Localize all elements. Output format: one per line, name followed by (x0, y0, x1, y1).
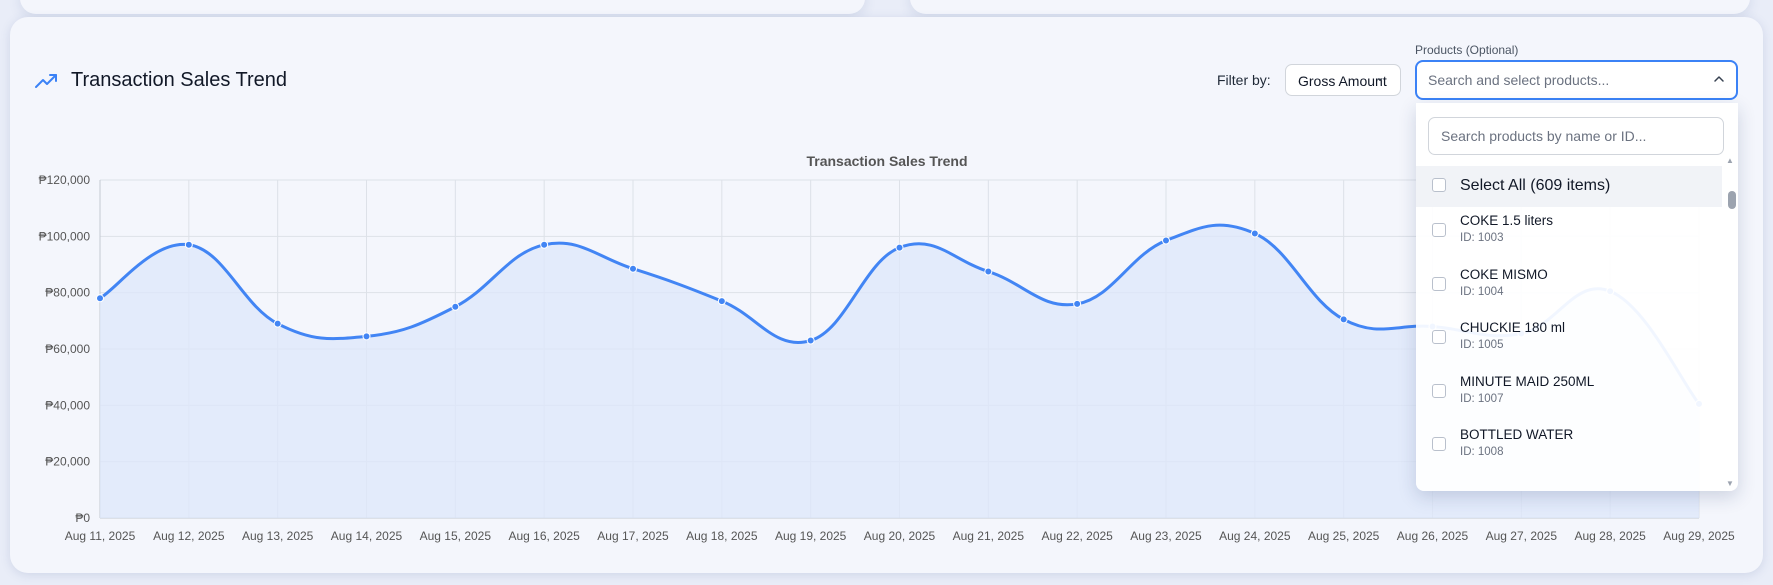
x-tick-label: Aug 19, 2025 (775, 529, 847, 543)
product-id: ID: 1003 (1460, 232, 1504, 244)
y-tick-label: ₱100,000 (39, 229, 91, 243)
product-checkbox[interactable] (1432, 276, 1446, 291)
top-card-right (910, 0, 1750, 14)
product-checkbox[interactable] (1432, 330, 1446, 344)
products-select-placeholder: Search and select products... (1428, 72, 1610, 88)
dropdown-scrollbar[interactable] (1724, 163, 1736, 481)
x-tick-label: Aug 13, 2025 (242, 529, 314, 543)
x-tick-label: Aug 29, 2025 (1663, 529, 1735, 543)
filter-select[interactable]: Gross Amount (1285, 64, 1401, 96)
data-point (895, 243, 904, 252)
data-point (717, 297, 726, 306)
chevron-down-icon: ⌄ (1375, 70, 1386, 84)
x-tick-label: Aug 12, 2025 (153, 529, 225, 543)
product-option[interactable]: COKE MISMO ID: 1004 (1416, 261, 1722, 315)
x-tick-label: Aug 22, 2025 (1041, 529, 1113, 543)
data-point (1339, 315, 1348, 324)
x-tick-label: Aug 17, 2025 (597, 529, 669, 543)
data-point (362, 332, 371, 341)
product-option[interactable]: BOTTLED WATER ID: 1008 (1416, 421, 1722, 475)
chart-title: Transaction Sales Trend (806, 153, 967, 169)
product-name: COKE MISMO (1460, 266, 1548, 282)
product-name: CHUCKIE 180 ml (1460, 320, 1566, 335)
product-search-input[interactable]: Search products by name or ID... (1428, 117, 1724, 155)
x-tick-label: Aug 11, 2025 (65, 529, 136, 543)
x-tick-label: Aug 20, 2025 (864, 529, 936, 543)
x-tick-label: Aug 28, 2025 (1574, 529, 1646, 543)
product-name: MINUTE MAID 250ML (1460, 373, 1595, 389)
x-tick-label: Aug 25, 2025 (1308, 529, 1380, 543)
product-option[interactable]: MINUTE MAID 250ML ID: 1007 (1416, 368, 1722, 422)
data-point (984, 267, 993, 276)
product-option[interactable]: CHUCKIE 180 ml ID: 1005 (1416, 314, 1722, 368)
data-point (273, 319, 282, 328)
products-dropdown: Search products by name or ID... Select … (1416, 103, 1738, 491)
chevron-up-icon[interactable] (1712, 72, 1726, 86)
scroll-up-icon[interactable]: ▲ (1726, 156, 1734, 165)
product-name: COKE 1.5 liters (1460, 213, 1554, 228)
y-tick-label: ₱80,000 (45, 286, 90, 300)
page-title: Transaction Sales Trend (71, 69, 288, 91)
filter-label: Filter by: (1217, 72, 1271, 88)
scrollbar-thumb[interactable] (1728, 191, 1736, 209)
product-id: ID: 1005 (1460, 339, 1504, 351)
x-tick-label: Aug 27, 2025 (1486, 529, 1558, 543)
data-point (96, 294, 104, 303)
product-id: ID: 1008 (1460, 446, 1504, 458)
x-tick-label: Aug 23, 2025 (1130, 529, 1202, 543)
y-tick-label: ₱40,000 (45, 398, 90, 412)
data-point (1162, 236, 1170, 245)
x-tick-label: Aug 18, 2025 (686, 529, 758, 543)
trending-up-icon (35, 74, 57, 88)
x-tick-label: Aug 21, 2025 (953, 529, 1025, 543)
x-tick-label: Aug 15, 2025 (420, 529, 492, 543)
y-tick-label: ₱20,000 (45, 455, 90, 469)
products-label: Products (Optional) (1415, 43, 1519, 57)
x-tick-label: Aug 14, 2025 (331, 529, 403, 543)
product-checkbox[interactable] (1432, 383, 1446, 398)
product-id: ID: 1004 (1460, 285, 1504, 298)
y-tick-label: ₱60,000 (45, 342, 90, 356)
product-id: ID: 1007 (1460, 392, 1504, 405)
y-tick-label: ₱120,000 (39, 173, 91, 187)
select-all-label: Select All (609 items) (1460, 177, 1611, 194)
top-card-left (20, 0, 865, 14)
data-point (1073, 299, 1082, 308)
y-tick-label: ₱0 (75, 511, 90, 525)
data-point (629, 264, 637, 273)
select-all-option[interactable]: Select All (609 items) (1416, 166, 1722, 207)
products-select[interactable] (1415, 60, 1738, 100)
data-point (451, 302, 460, 311)
product-checkbox[interactable] (1432, 437, 1446, 451)
data-point (540, 240, 549, 249)
product-list: Select All (609 items) COKE 1.5 liters I… (1416, 166, 1722, 475)
x-tick-label: Aug 24, 2025 (1219, 529, 1291, 543)
select-all-checkbox[interactable] (1432, 178, 1446, 192)
scroll-down-icon[interactable]: ▼ (1726, 479, 1734, 488)
data-point (1250, 229, 1259, 238)
series-area (100, 225, 1699, 518)
product-checkbox[interactable] (1432, 223, 1446, 237)
data-point (184, 240, 193, 249)
x-tick-label: Aug 26, 2025 (1397, 529, 1469, 543)
x-tick-label: Aug 16, 2025 (508, 529, 580, 543)
data-point (806, 336, 815, 345)
product-option[interactable]: COKE 1.5 liters ID: 1003 (1416, 207, 1722, 261)
product-name: BOTTLED WATER (1460, 427, 1574, 442)
